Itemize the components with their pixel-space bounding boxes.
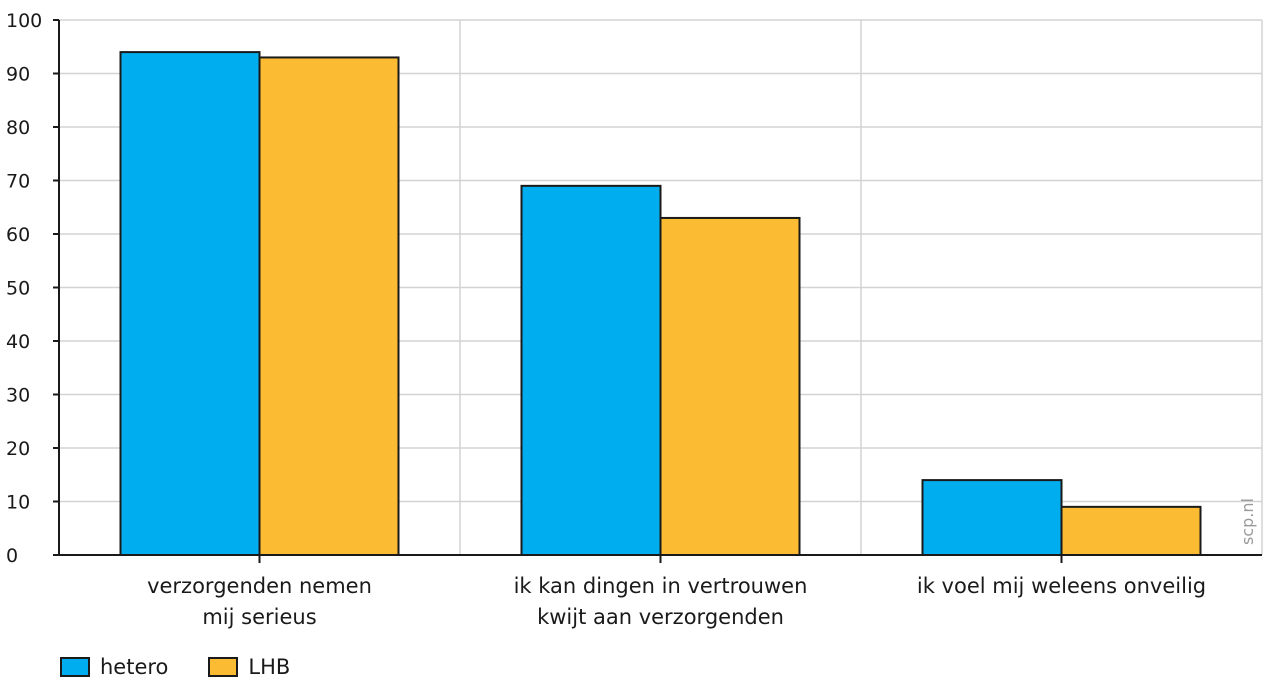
legend-item-lhb: LHB <box>208 656 290 678</box>
y-tick-label-0: 0 <box>6 545 18 567</box>
legend-item-hetero: hetero <box>60 656 168 678</box>
bar-hetero-1 <box>520 184 662 556</box>
y-tick-label-80: 80 <box>6 117 30 139</box>
x-category-label-0-line-0: verzorgenden nemen <box>147 574 372 598</box>
bars <box>119 51 1202 557</box>
x-category-label-1-line-0: ik kan dingen in vertrouwen <box>514 574 808 598</box>
axes <box>53 19 1262 563</box>
x-category-label-0-line-1: mij serieus <box>202 605 316 629</box>
y-tick-label-20: 20 <box>6 438 30 460</box>
bar-lhb-0 <box>258 56 400 556</box>
legend-swatch-lhb <box>208 657 239 677</box>
bar-lhb-1 <box>659 216 801 556</box>
bar-hetero-0 <box>119 51 261 556</box>
legend: hetero LHB <box>60 656 330 678</box>
y-tick-label-30: 30 <box>6 385 30 407</box>
y-tick-label-50: 50 <box>6 278 30 300</box>
y-tick-label-70: 70 <box>6 171 30 193</box>
bar-chart: 0 10 20 30 40 50 60 70 80 90 100 verzorgenden neme… <box>6 10 1263 629</box>
bar-hetero-2 <box>921 479 1063 557</box>
x-category-label-2-line-0: ik voel mij weleens onveilig <box>917 574 1206 598</box>
y-tick-label-40: 40 <box>6 331 30 353</box>
x-category-labels: verzorgenden nemen mij serieus ik kan ding… <box>147 574 1206 629</box>
legend-swatch-hetero <box>60 657 90 677</box>
legend-label-hetero: hetero <box>100 655 169 679</box>
bar-lhb-2 <box>1060 505 1202 557</box>
y-tick-label-100: 100 <box>6 10 42 32</box>
y-tick-label-90: 90 <box>6 64 30 86</box>
y-tick-label-60: 60 <box>6 224 30 246</box>
x-category-label-1-line-1: kwijt aan verzorgenden <box>537 605 784 629</box>
y-tick-label-10: 10 <box>6 492 30 514</box>
legend-label-lhb: LHB <box>248 655 291 679</box>
watermark: scp.nl <box>1238 498 1257 545</box>
y-tick-labels: 0 10 20 30 40 50 60 70 80 90 100 <box>6 10 42 567</box>
